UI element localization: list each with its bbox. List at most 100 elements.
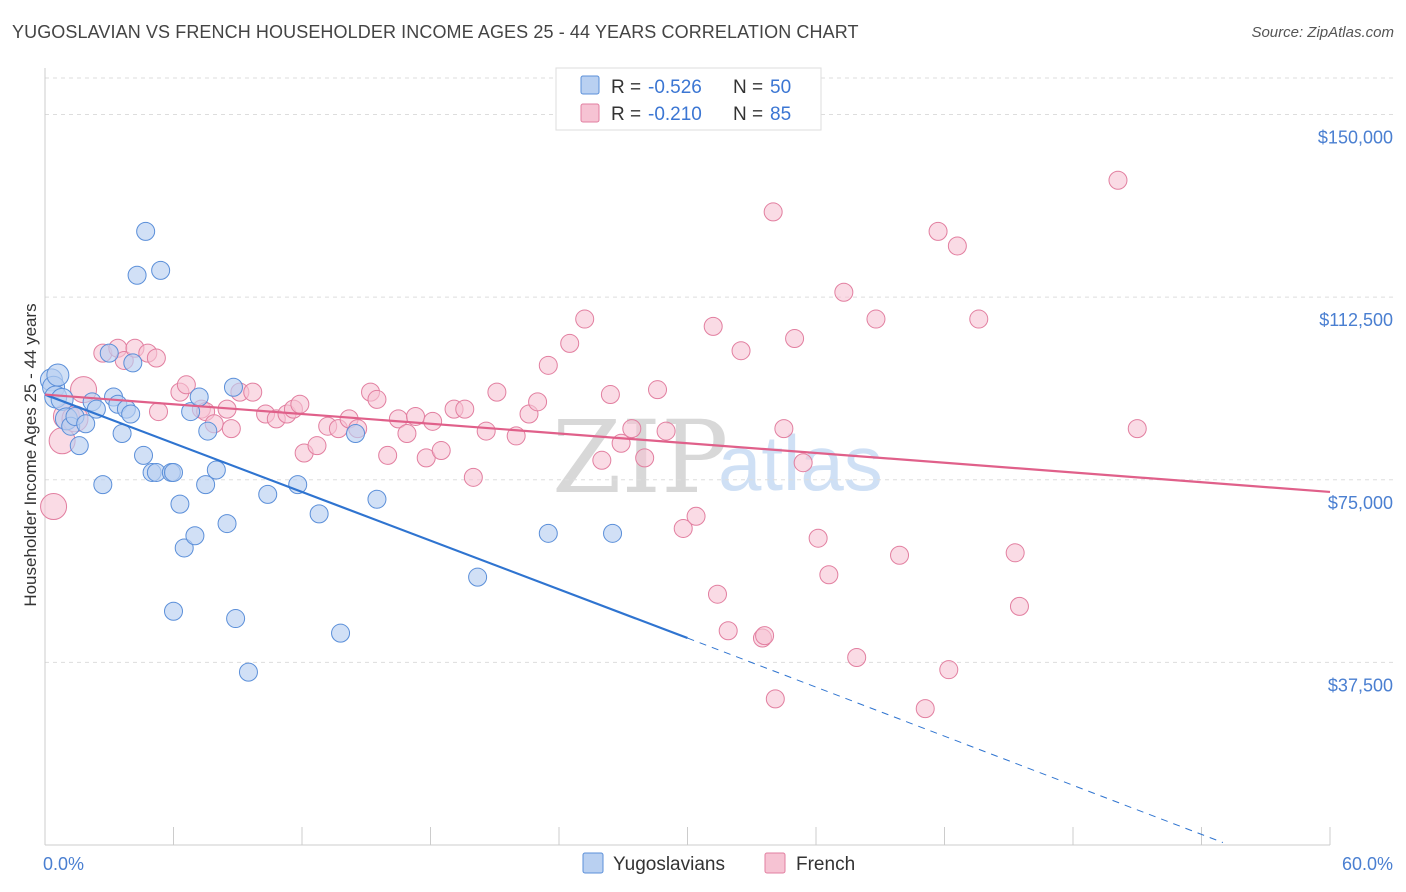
- data-point-french: [367, 389, 387, 409]
- data-point-french: [939, 660, 959, 680]
- y-axis-label: Householder Income Ages 25 - 44 years: [21, 303, 40, 606]
- data-point-french: [915, 699, 935, 719]
- data-point-yugoslavians: [164, 601, 183, 621]
- data-point-yugoslavians: [206, 460, 226, 480]
- data-point-french: [221, 419, 241, 439]
- data-point-french: [656, 421, 676, 441]
- data-point-yugoslavians: [46, 363, 70, 387]
- data-point-yugoslavians: [69, 436, 89, 456]
- data-point-french: [731, 341, 751, 361]
- data-point-yugoslavians: [538, 523, 558, 543]
- data-point-french: [1108, 170, 1128, 190]
- data-point-yugoslavians: [170, 494, 190, 514]
- data-point-yugoslavians: [198, 421, 218, 441]
- data-point-yugoslavians: [50, 387, 74, 411]
- data-point-french: [819, 565, 839, 585]
- x-tick-labels: 0.0% 60.0%: [43, 854, 1393, 874]
- data-point-yugoslavians: [99, 343, 119, 363]
- legend-n-value-french: 85: [770, 104, 791, 125]
- data-point-yugoslavians: [309, 504, 329, 524]
- data-point-yugoslavians: [123, 353, 143, 373]
- data-point-french: [560, 333, 580, 353]
- y-tick-label: $75,000: [1328, 493, 1393, 513]
- data-point-french: [703, 316, 723, 336]
- legend-n-value-yugoslavians: 50: [770, 77, 791, 98]
- y-tick-label: $112,500: [1319, 310, 1393, 330]
- data-point-french: [463, 467, 483, 487]
- source-note: Source: ZipAtlas.com: [1251, 24, 1394, 41]
- data-point-french: [866, 309, 886, 329]
- data-point-french: [528, 392, 548, 412]
- data-point-french: [847, 648, 867, 668]
- trend-lines: [44, 393, 1331, 844]
- data-point-french: [947, 236, 967, 256]
- data-point-french: [1005, 543, 1025, 563]
- data-point-french: [890, 545, 910, 565]
- legend-r-value-yugoslavians: -0.526: [648, 77, 702, 98]
- data-point-french: [834, 282, 854, 302]
- data-point-french: [397, 423, 417, 443]
- legend-swatch-yugoslavians: [580, 75, 600, 95]
- data-point-yugoslavians: [331, 623, 351, 643]
- legend-label-french: French: [796, 854, 855, 875]
- data-point-french: [1009, 596, 1029, 616]
- data-point-french: [592, 450, 612, 470]
- data-point-french: [793, 453, 813, 473]
- chart-title: YUGOSLAVIAN VS FRENCH HOUSEHOLDER INCOME…: [12, 22, 859, 42]
- y-tick-labels: $37,500 $75,000 $112,500 $150,000: [1318, 128, 1393, 696]
- data-point-french: [635, 448, 655, 468]
- legend-swatch-french: [580, 103, 600, 123]
- data-point-french: [423, 411, 443, 431]
- data-point-yugoslavians: [93, 475, 113, 495]
- x-tick-label: 0.0%: [43, 854, 84, 874]
- data-point-french: [785, 329, 805, 349]
- trend-line-yugoslavians: [44, 393, 688, 640]
- data-point-french: [431, 441, 451, 461]
- data-point-yugoslavians: [189, 387, 209, 407]
- data-point-french: [1127, 419, 1147, 439]
- data-point-yugoslavians: [346, 423, 366, 443]
- legend-swatch-yugoslavians: [582, 852, 604, 874]
- legend-n-label: N =: [733, 77, 763, 98]
- y-tick-label: $150,000: [1318, 128, 1393, 148]
- data-point-french: [622, 419, 642, 439]
- data-point-french: [149, 402, 169, 422]
- data-point-yugoslavians: [86, 399, 106, 419]
- data-point-yugoslavians: [121, 404, 141, 424]
- data-point-french: [455, 399, 475, 419]
- data-point-french: [763, 202, 783, 222]
- data-point-yugoslavians: [226, 609, 246, 629]
- data-point-french: [718, 621, 738, 641]
- data-point-yugoslavians: [151, 260, 171, 280]
- data-point-yugoslavians: [258, 484, 278, 504]
- data-point-yugoslavians: [238, 662, 258, 682]
- data-point-yugoslavians: [136, 221, 156, 241]
- data-point-yugoslavians: [367, 489, 387, 509]
- data-point-french: [575, 309, 595, 329]
- trend-line-french: [44, 393, 1331, 494]
- legend-r-label: R =: [611, 104, 641, 125]
- data-point-french: [686, 506, 706, 526]
- correlation-legend: R = -0.526 N = 50 R = -0.210 N = 85: [555, 67, 822, 131]
- data-point-french: [808, 528, 828, 548]
- data-point-french: [707, 584, 727, 604]
- data-point-french: [928, 221, 948, 241]
- legend-swatch-french: [764, 852, 786, 874]
- data-point-french: [487, 382, 507, 402]
- data-point-french: [969, 309, 989, 329]
- data-point-french: [146, 348, 166, 368]
- data-point-french: [307, 436, 327, 456]
- data-point-french: [755, 626, 775, 646]
- axes: [44, 68, 1331, 846]
- yugoslavian-points: [39, 221, 623, 682]
- data-point-yugoslavians: [185, 526, 205, 546]
- data-point-french: [600, 385, 620, 405]
- data-point-yugoslavians: [181, 402, 201, 422]
- y-tick-label: $37,500: [1328, 675, 1393, 695]
- data-point-yugoslavians: [76, 414, 96, 434]
- data-point-yugoslavians: [127, 265, 147, 285]
- watermark: ZIP atlas: [552, 399, 883, 516]
- data-point-yugoslavians: [196, 475, 216, 495]
- data-point-yugoslavians: [174, 538, 194, 558]
